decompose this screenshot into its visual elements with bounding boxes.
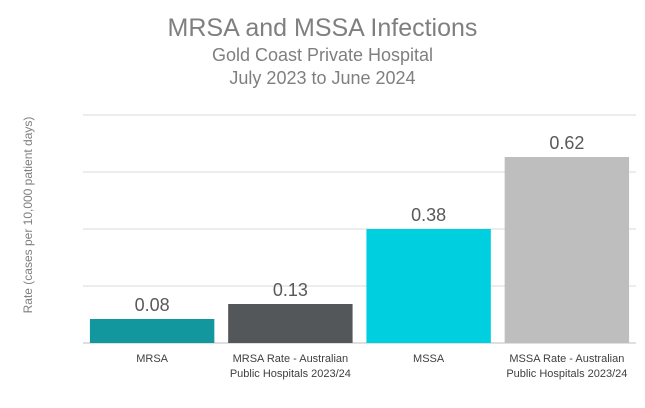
bar-0 bbox=[89, 319, 215, 343]
data-label-0: 0.08 bbox=[135, 295, 170, 315]
category-label-3-1: Public Hospitals 2023/24 bbox=[506, 368, 627, 380]
category-label-2-0: MSSA bbox=[413, 353, 445, 365]
category-label-1-1: Public Hospitals 2023/24 bbox=[230, 368, 351, 380]
chart-subtitle-period: July 2023 to June 2024 bbox=[229, 68, 416, 88]
category-label-0-0: MRSA bbox=[136, 353, 168, 365]
data-label-1: 0.13 bbox=[273, 280, 308, 300]
bar-2 bbox=[366, 229, 491, 343]
category-label-3-0: MSSA Rate - Australian bbox=[509, 353, 624, 365]
category-label-1-0: MRSA Rate - Australian bbox=[233, 353, 349, 365]
bar-3 bbox=[504, 157, 630, 343]
chart-subtitle-hospital: Gold Coast Private Hospital bbox=[211, 45, 434, 65]
bar-1 bbox=[228, 304, 353, 343]
data-label-2: 0.38 bbox=[411, 205, 446, 225]
data-label-3: 0.62 bbox=[549, 133, 584, 153]
chart-title: MRSA and MSSA Infections bbox=[167, 14, 478, 42]
